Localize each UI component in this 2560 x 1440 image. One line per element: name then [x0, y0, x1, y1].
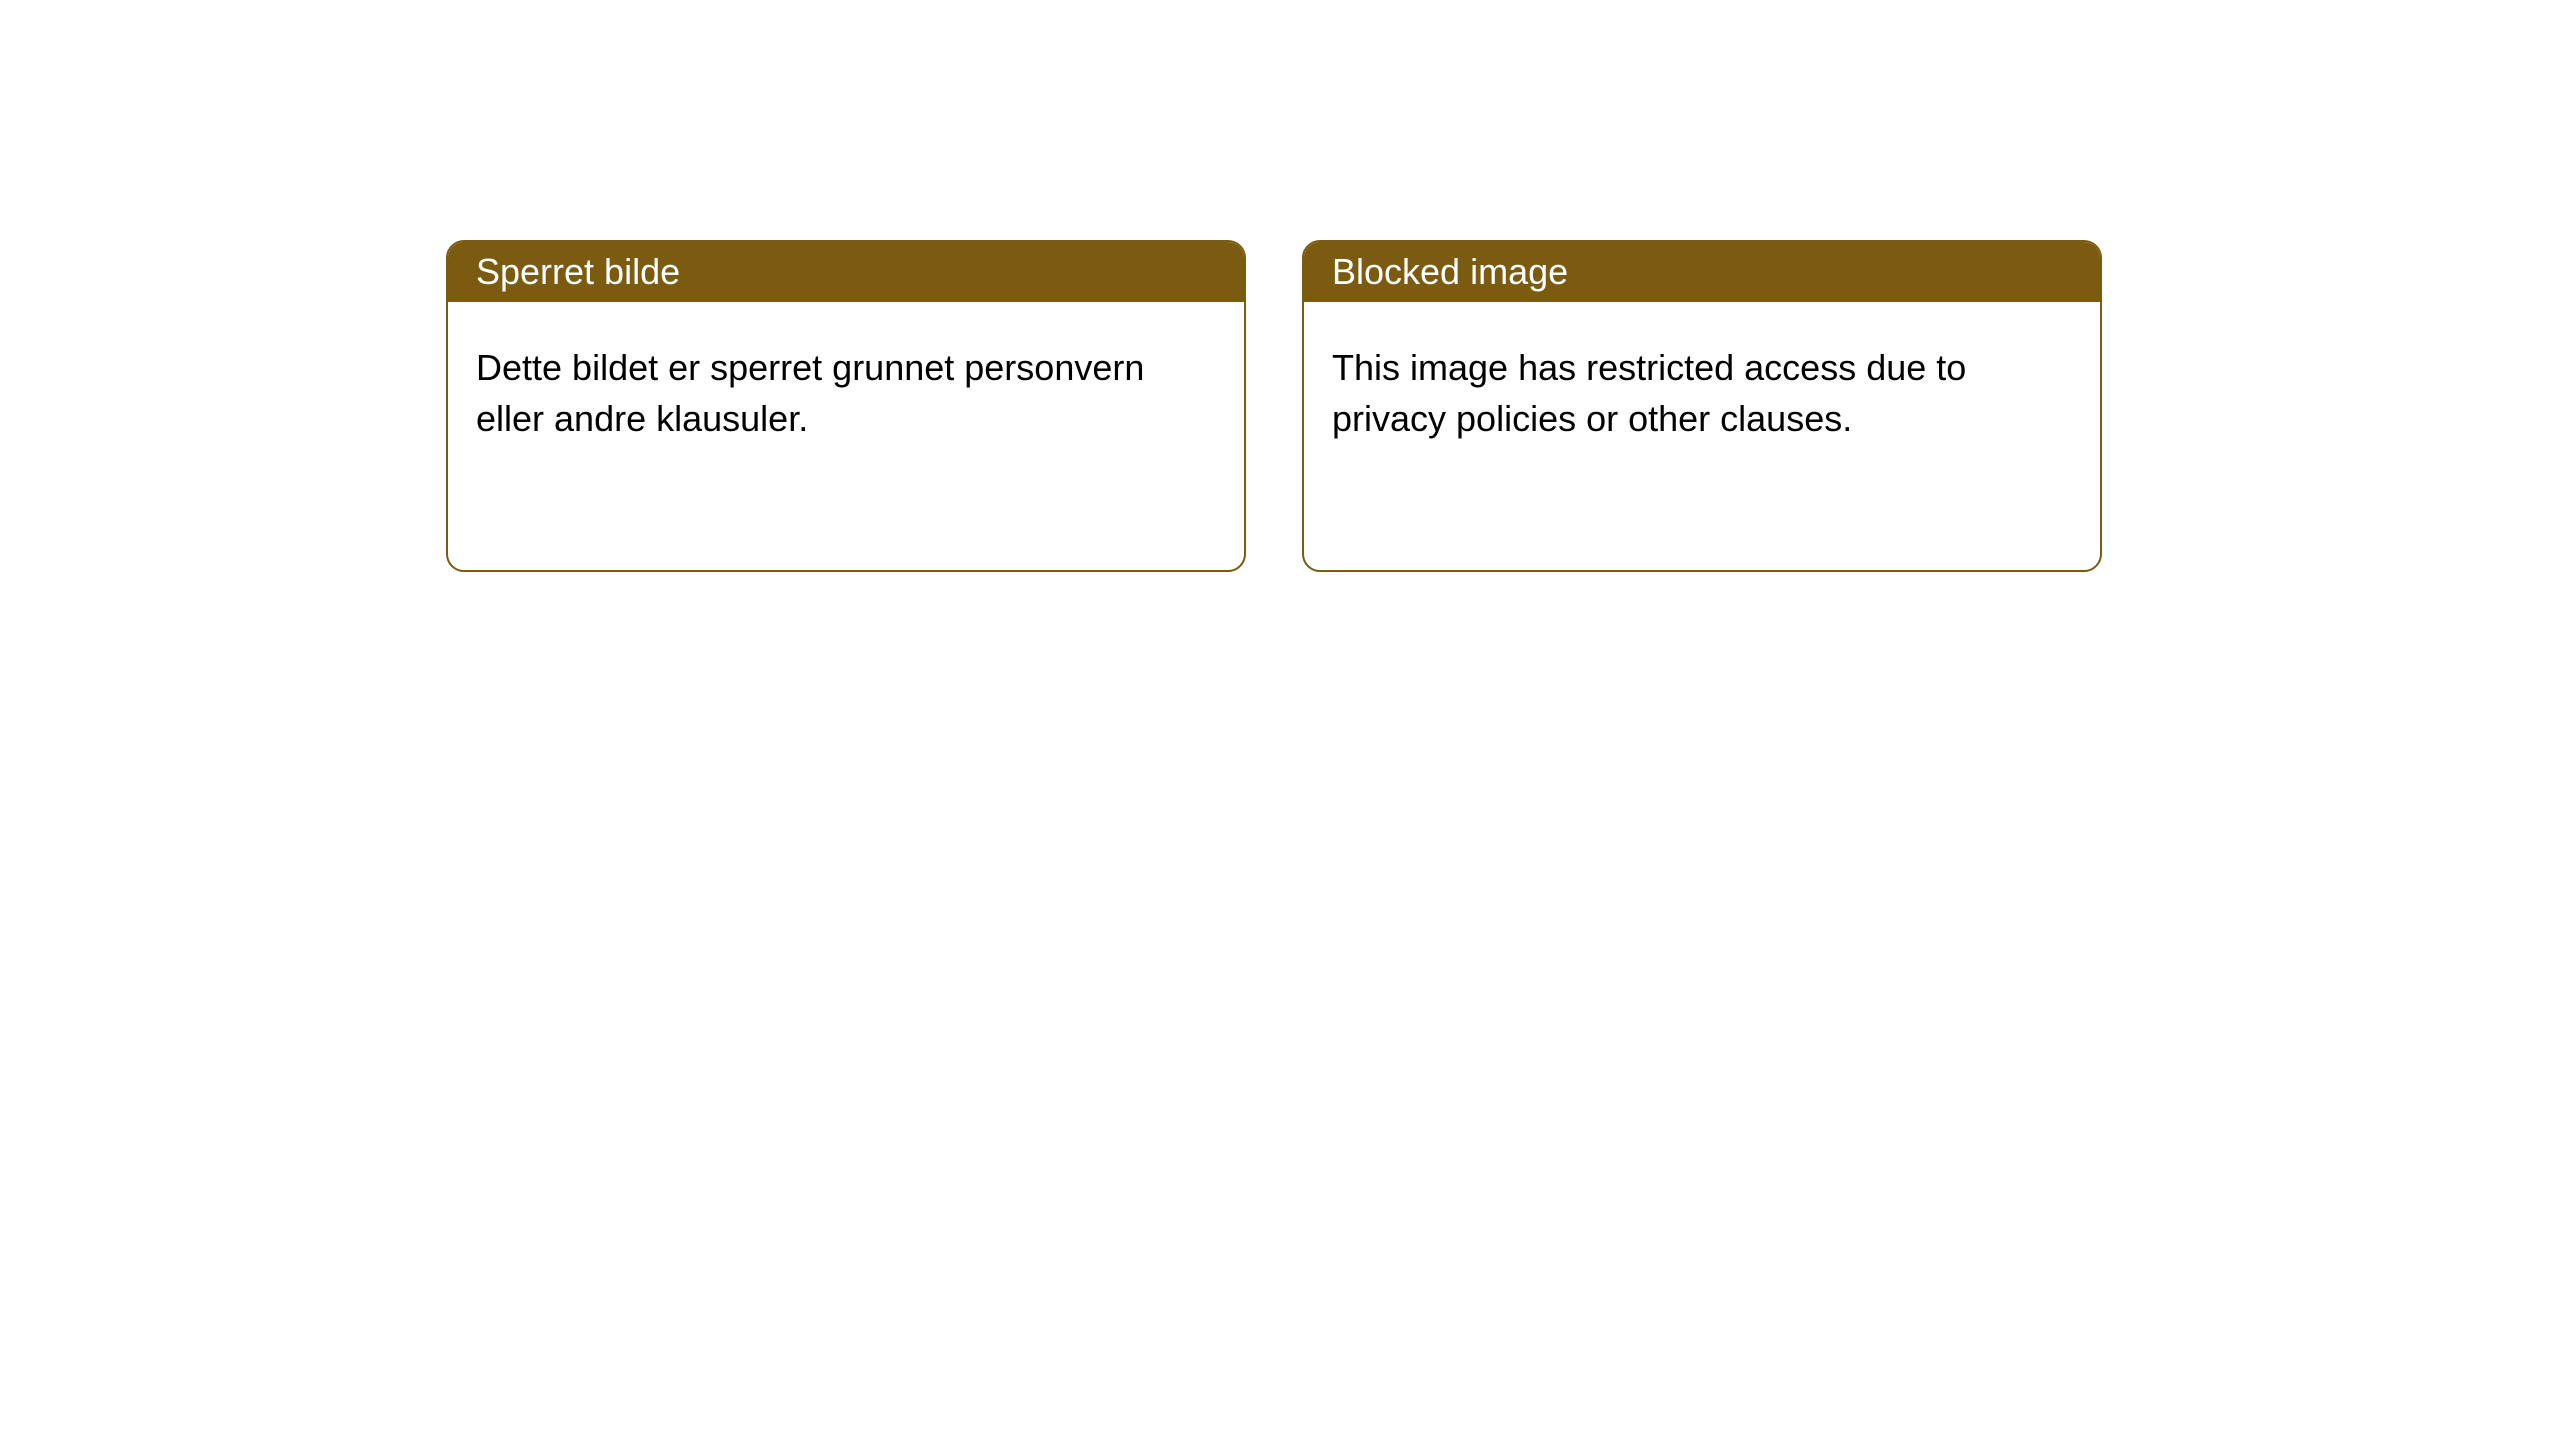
cards-container: Sperret bilde Dette bildet er sperret gr…: [446, 240, 2102, 572]
blocked-image-card-english: Blocked image This image has restricted …: [1302, 240, 2102, 572]
card-title-english: Blocked image: [1332, 251, 1568, 293]
card-body-text-norwegian: Dette bildet er sperret grunnet personve…: [476, 347, 1144, 439]
blocked-image-card-norwegian: Sperret bilde Dette bildet er sperret gr…: [446, 240, 1246, 572]
card-body-text-english: This image has restricted access due to …: [1332, 347, 1966, 439]
card-body-norwegian: Dette bildet er sperret grunnet personve…: [448, 302, 1244, 484]
card-body-english: This image has restricted access due to …: [1304, 302, 2100, 484]
card-header-english: Blocked image: [1304, 242, 2100, 302]
card-header-norwegian: Sperret bilde: [448, 242, 1244, 302]
card-title-norwegian: Sperret bilde: [476, 251, 680, 293]
